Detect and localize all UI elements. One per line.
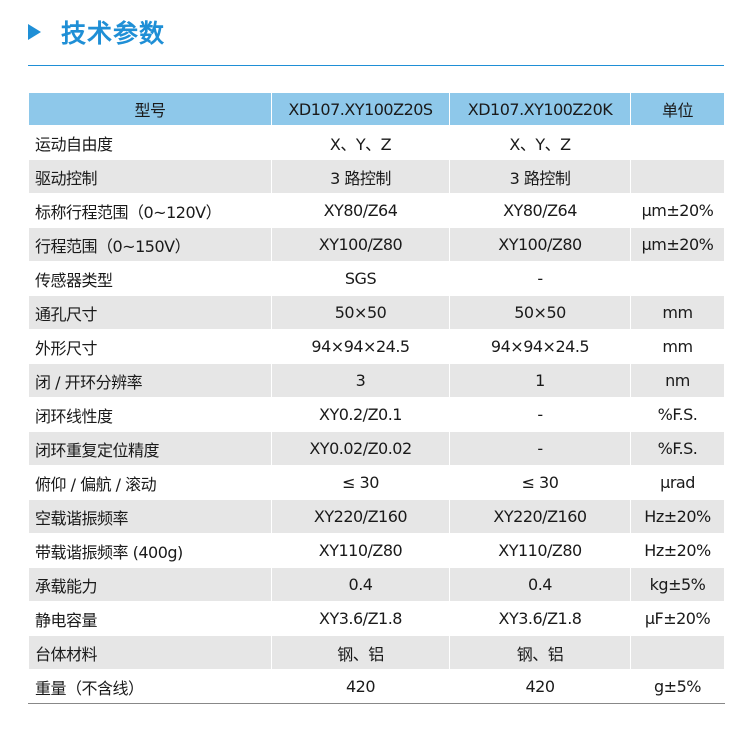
table-row: 闭环重复定位精度 XY0.02/Z0.02- %F.S. xyxy=(28,431,725,466)
variant-s-cell: XY0.02/Z0.02 xyxy=(271,431,450,466)
variant-k-cell: XY100/Z80 xyxy=(449,227,631,262)
table-row: 外形尺寸 94×94×24.5 94×94×24.5 mm xyxy=(28,329,725,364)
heading-divider xyxy=(28,65,724,66)
variant-s-cell: XY100/Z80 xyxy=(271,227,450,262)
variant-s-cell: 钢、铝 xyxy=(271,635,450,670)
table-header-row: 型号 XD107.XY100Z20S XD107.XY100Z20K 单位 xyxy=(28,92,725,126)
unit-cell xyxy=(630,125,725,160)
unit-cell: Hz±20% xyxy=(630,533,725,568)
unit-cell: μm±20% xyxy=(630,193,725,228)
param-name-cell: 空载谐振频率 xyxy=(28,499,272,534)
variant-s-cell: 0.4 xyxy=(271,567,450,602)
variant-k-cell: 0.4 xyxy=(449,567,631,602)
param-name-cell: 台体材料 xyxy=(28,635,272,670)
variant-s-cell: XY220/Z160 xyxy=(271,499,450,534)
variant-k-cell: - xyxy=(449,397,631,432)
table-row: 标称行程范围（0~120V） XY80/Z64 XY80/Z64 μm±20% xyxy=(28,193,725,228)
header-unit: 单位 xyxy=(630,92,725,126)
unit-cell: μm±20% xyxy=(630,227,725,262)
variant-s-cell: SGS xyxy=(271,261,450,296)
variant-k-cell: 50×50 xyxy=(449,295,631,330)
variant-s-cell: 94×94×24.5 xyxy=(271,329,450,364)
param-name-cell: 行程范围（0~150V） xyxy=(28,227,272,262)
header-variant-s: XD107.XY100Z20S xyxy=(271,92,450,126)
param-name-cell: 驱动控制 xyxy=(28,159,272,194)
unit-cell: μF±20% xyxy=(630,601,725,636)
param-name-cell: 闭环线性度 xyxy=(28,397,272,432)
unit-cell xyxy=(630,159,725,194)
param-name-cell: 重量（不含线） xyxy=(28,669,272,704)
variant-s-cell: 3 路控制 xyxy=(271,159,450,194)
variant-k-cell: XY110/Z80 xyxy=(449,533,631,568)
variant-k-cell: 94×94×24.5 xyxy=(449,329,631,364)
section-heading: 技术参数 xyxy=(28,12,165,52)
unit-cell xyxy=(630,635,725,670)
variant-k-cell: - xyxy=(449,261,631,296)
param-name-cell: 运动自由度 xyxy=(28,125,272,160)
unit-cell: g±5% xyxy=(630,669,725,704)
variant-k-cell: 3 路控制 xyxy=(449,159,631,194)
unit-cell: nm xyxy=(630,363,725,398)
param-name-cell: 标称行程范围（0~120V） xyxy=(28,193,272,228)
unit-cell xyxy=(630,261,725,296)
variant-k-cell: XY220/Z160 xyxy=(449,499,631,534)
variant-s-cell: XY110/Z80 xyxy=(271,533,450,568)
table-row: 运动自由度 X、Y、Z X、Y、Z xyxy=(28,125,725,160)
variant-s-cell: 420 xyxy=(271,669,450,704)
variant-s-cell: ≤ 30 xyxy=(271,465,450,500)
variant-k-cell: 1 xyxy=(449,363,631,398)
unit-cell: mm xyxy=(630,329,725,364)
variant-k-cell: 钢、铝 xyxy=(449,635,631,670)
spec-table-body: 运动自由度 X、Y、Z X、Y、Z 驱动控制 3 路控制 3 路控制 标称行程范围（0~12… xyxy=(28,125,725,704)
variant-k-cell: ≤ 30 xyxy=(449,465,631,500)
variant-k-cell: X、Y、Z xyxy=(449,125,631,160)
header-variant-k: XD107.XY100Z20K xyxy=(449,92,631,126)
table-row: 行程范围（0~150V） XY100/Z80 XY100/Z80 μm±20% xyxy=(28,227,725,262)
section-title: 技术参数 xyxy=(61,19,166,48)
triangle-bullet-icon xyxy=(28,24,41,40)
variant-s-cell: XY0.2/Z0.1 xyxy=(271,397,450,432)
table-row: 空载谐振频率 XY220/Z160 XY220/Z160 Hz±20% xyxy=(28,499,725,534)
param-name-cell: 带载谐振频率 (400g) xyxy=(28,533,272,568)
table-row: 带载谐振频率 (400g) XY110/Z80 XY110/Z80 Hz±20% xyxy=(28,533,725,568)
param-name-cell: 静电容量 xyxy=(28,601,272,636)
table-row: 承载能力 0.4 0.4 kg±5% xyxy=(28,567,725,602)
unit-cell: %F.S. xyxy=(630,431,725,466)
variant-k-cell: XY3.6/Z1.8 xyxy=(449,601,631,636)
table-row: 闭 / 开环分辨率 3 1 nm xyxy=(28,363,725,398)
variant-s-cell: X、Y、Z xyxy=(271,125,450,160)
param-name-cell: 传感器类型 xyxy=(28,261,272,296)
variant-s-cell: 50×50 xyxy=(271,295,450,330)
variant-k-cell: XY80/Z64 xyxy=(449,193,631,228)
table-row: 通孔尺寸 50×50 50×50 mm xyxy=(28,295,725,330)
param-name-cell: 通孔尺寸 xyxy=(28,295,272,330)
table-row: 俯仰 / 偏航 / 滚动 ≤ 30 ≤ 30 μrad xyxy=(28,465,725,500)
unit-cell: μrad xyxy=(630,465,725,500)
table-row: 静电容量 XY3.6/Z1.8 XY3.6/Z1.8 μF±20% xyxy=(28,601,725,636)
param-name-cell: 闭环重复定位精度 xyxy=(28,431,272,466)
variant-s-cell: XY80/Z64 xyxy=(271,193,450,228)
param-name-cell: 闭 / 开环分辨率 xyxy=(28,363,272,398)
table-row: 传感器类型 SGS - xyxy=(28,261,725,296)
spec-table: 型号 XD107.XY100Z20S XD107.XY100Z20K 单位 运动… xyxy=(28,92,725,704)
table-row: 重量（不含线） 420 420 g±5% xyxy=(28,669,725,704)
table-row: 闭环线性度 XY0.2/Z0.1- %F.S. xyxy=(28,397,725,432)
table-row: 驱动控制 3 路控制 3 路控制 xyxy=(28,159,725,194)
variant-s-cell: XY3.6/Z1.8 xyxy=(271,601,450,636)
header-model: 型号 xyxy=(28,92,272,126)
table-row: 台体材料 钢、铝 钢、铝 xyxy=(28,635,725,670)
unit-cell: %F.S. xyxy=(630,397,725,432)
variant-s-cell: 3 xyxy=(271,363,450,398)
variant-k-cell: 420 xyxy=(449,669,631,704)
unit-cell: Hz±20% xyxy=(630,499,725,534)
unit-cell: kg±5% xyxy=(630,567,725,602)
param-name-cell: 俯仰 / 偏航 / 滚动 xyxy=(28,465,272,500)
param-name-cell: 承载能力 xyxy=(28,567,272,602)
variant-k-cell: - xyxy=(449,431,631,466)
unit-cell: mm xyxy=(630,295,725,330)
param-name-cell: 外形尺寸 xyxy=(28,329,272,364)
